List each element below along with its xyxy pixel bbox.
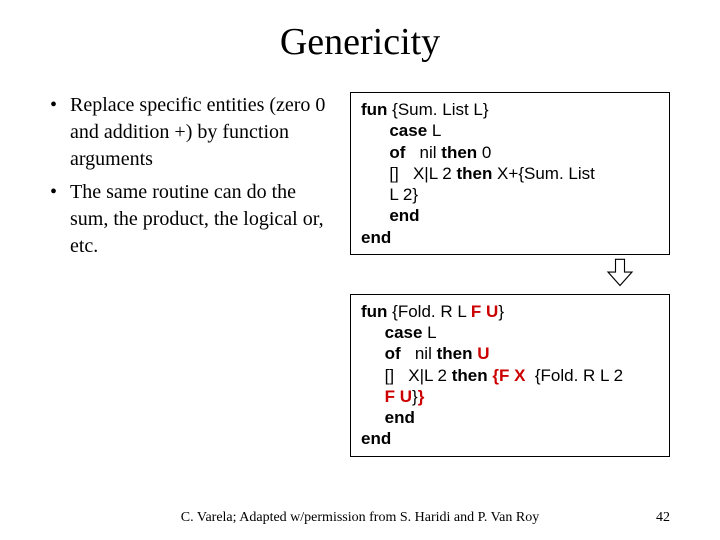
bullet-marker: •: [50, 92, 70, 173]
code-text: L: [422, 323, 436, 342]
code-keyword: of: [389, 143, 405, 162]
code-keyword: fun: [361, 302, 387, 321]
code-text: [] X|L 2: [361, 366, 452, 385]
content-row: • Replace specific entities (zero 0 and …: [50, 92, 670, 461]
code-line: F U}}: [361, 386, 659, 407]
bullet-item: • Replace specific entities (zero 0 and …: [50, 92, 330, 173]
code-highlight: F: [471, 302, 481, 321]
code-keyword: case: [389, 121, 427, 140]
code-keyword: then: [452, 366, 488, 385]
code-line: end: [361, 227, 659, 248]
code-text: {Fold. R L 2: [525, 366, 623, 385]
code-line: of nil then U: [361, 343, 659, 364]
code-line: case L: [361, 322, 659, 343]
code-text: [361, 143, 389, 162]
code-line: end: [361, 205, 659, 226]
code-line: end: [361, 407, 659, 428]
code-highlight: F: [385, 387, 395, 406]
code-column: fun {Sum. List L} case L of nil then 0 […: [350, 92, 670, 461]
code-line: case L: [361, 120, 659, 141]
code-box-foldr: fun {Fold. R L F U} case L of nil then U…: [350, 294, 670, 457]
code-text: nil: [401, 344, 437, 363]
footer-credit: C. Varela; Adapted w/permission from S. …: [90, 510, 630, 526]
footer: C. Varela; Adapted w/permission from S. …: [0, 510, 720, 526]
slide-title: Genericity: [50, 20, 670, 64]
code-text: L: [427, 121, 441, 140]
code-keyword: fun: [361, 100, 387, 119]
code-highlight: U: [400, 387, 412, 406]
code-box-sumlist: fun {Sum. List L} case L of nil then 0 […: [350, 92, 670, 255]
code-text: [361, 344, 385, 363]
code-keyword: of: [385, 344, 401, 363]
code-text: [361, 408, 385, 427]
arrow-down: [350, 257, 670, 292]
code-text: {Sum. List L}: [387, 100, 488, 119]
bullet-marker: •: [50, 179, 70, 260]
arrow-down-icon: [605, 257, 635, 287]
code-keyword: end: [361, 429, 391, 448]
code-text: [361, 387, 385, 406]
bullet-item: • The same routine can do the sum, the p…: [50, 179, 330, 260]
code-highlight: U: [486, 302, 498, 321]
code-highlight: {F X: [492, 366, 525, 385]
code-line: fun {Fold. R L F U}: [361, 301, 659, 322]
code-text: {Fold. R L: [387, 302, 470, 321]
code-keyword: then: [456, 164, 492, 183]
code-text: }: [498, 302, 504, 321]
bullet-list: • Replace specific entities (zero 0 and …: [50, 92, 330, 461]
footer-spacer: [50, 510, 90, 526]
code-text: [361, 121, 389, 140]
code-text: [361, 206, 389, 225]
code-keyword: end: [361, 228, 391, 247]
code-text: X+{Sum. List: [492, 164, 595, 183]
code-text: [] X|L 2: [361, 164, 456, 183]
bullet-text: The same routine can do the sum, the pro…: [70, 179, 330, 260]
code-highlight: }: [418, 387, 425, 406]
code-highlight: U: [477, 344, 489, 363]
code-keyword: then: [437, 344, 473, 363]
code-text: nil: [405, 143, 441, 162]
code-text: L 2}: [361, 185, 418, 204]
code-line: fun {Sum. List L}: [361, 99, 659, 120]
code-line: L 2}: [361, 184, 659, 205]
page-number: 42: [630, 510, 670, 526]
code-line: of nil then 0: [361, 142, 659, 163]
code-line: [] X|L 2 then X+{Sum. List: [361, 163, 659, 184]
code-line: end: [361, 428, 659, 449]
code-keyword: end: [385, 408, 415, 427]
bullet-text: Replace specific entities (zero 0 and ad…: [70, 92, 330, 173]
code-text: [361, 323, 385, 342]
code-text: 0: [477, 143, 491, 162]
code-keyword: then: [441, 143, 477, 162]
code-keyword: end: [389, 206, 419, 225]
code-keyword: case: [385, 323, 423, 342]
code-line: [] X|L 2 then {F X {Fold. R L 2: [361, 365, 659, 386]
